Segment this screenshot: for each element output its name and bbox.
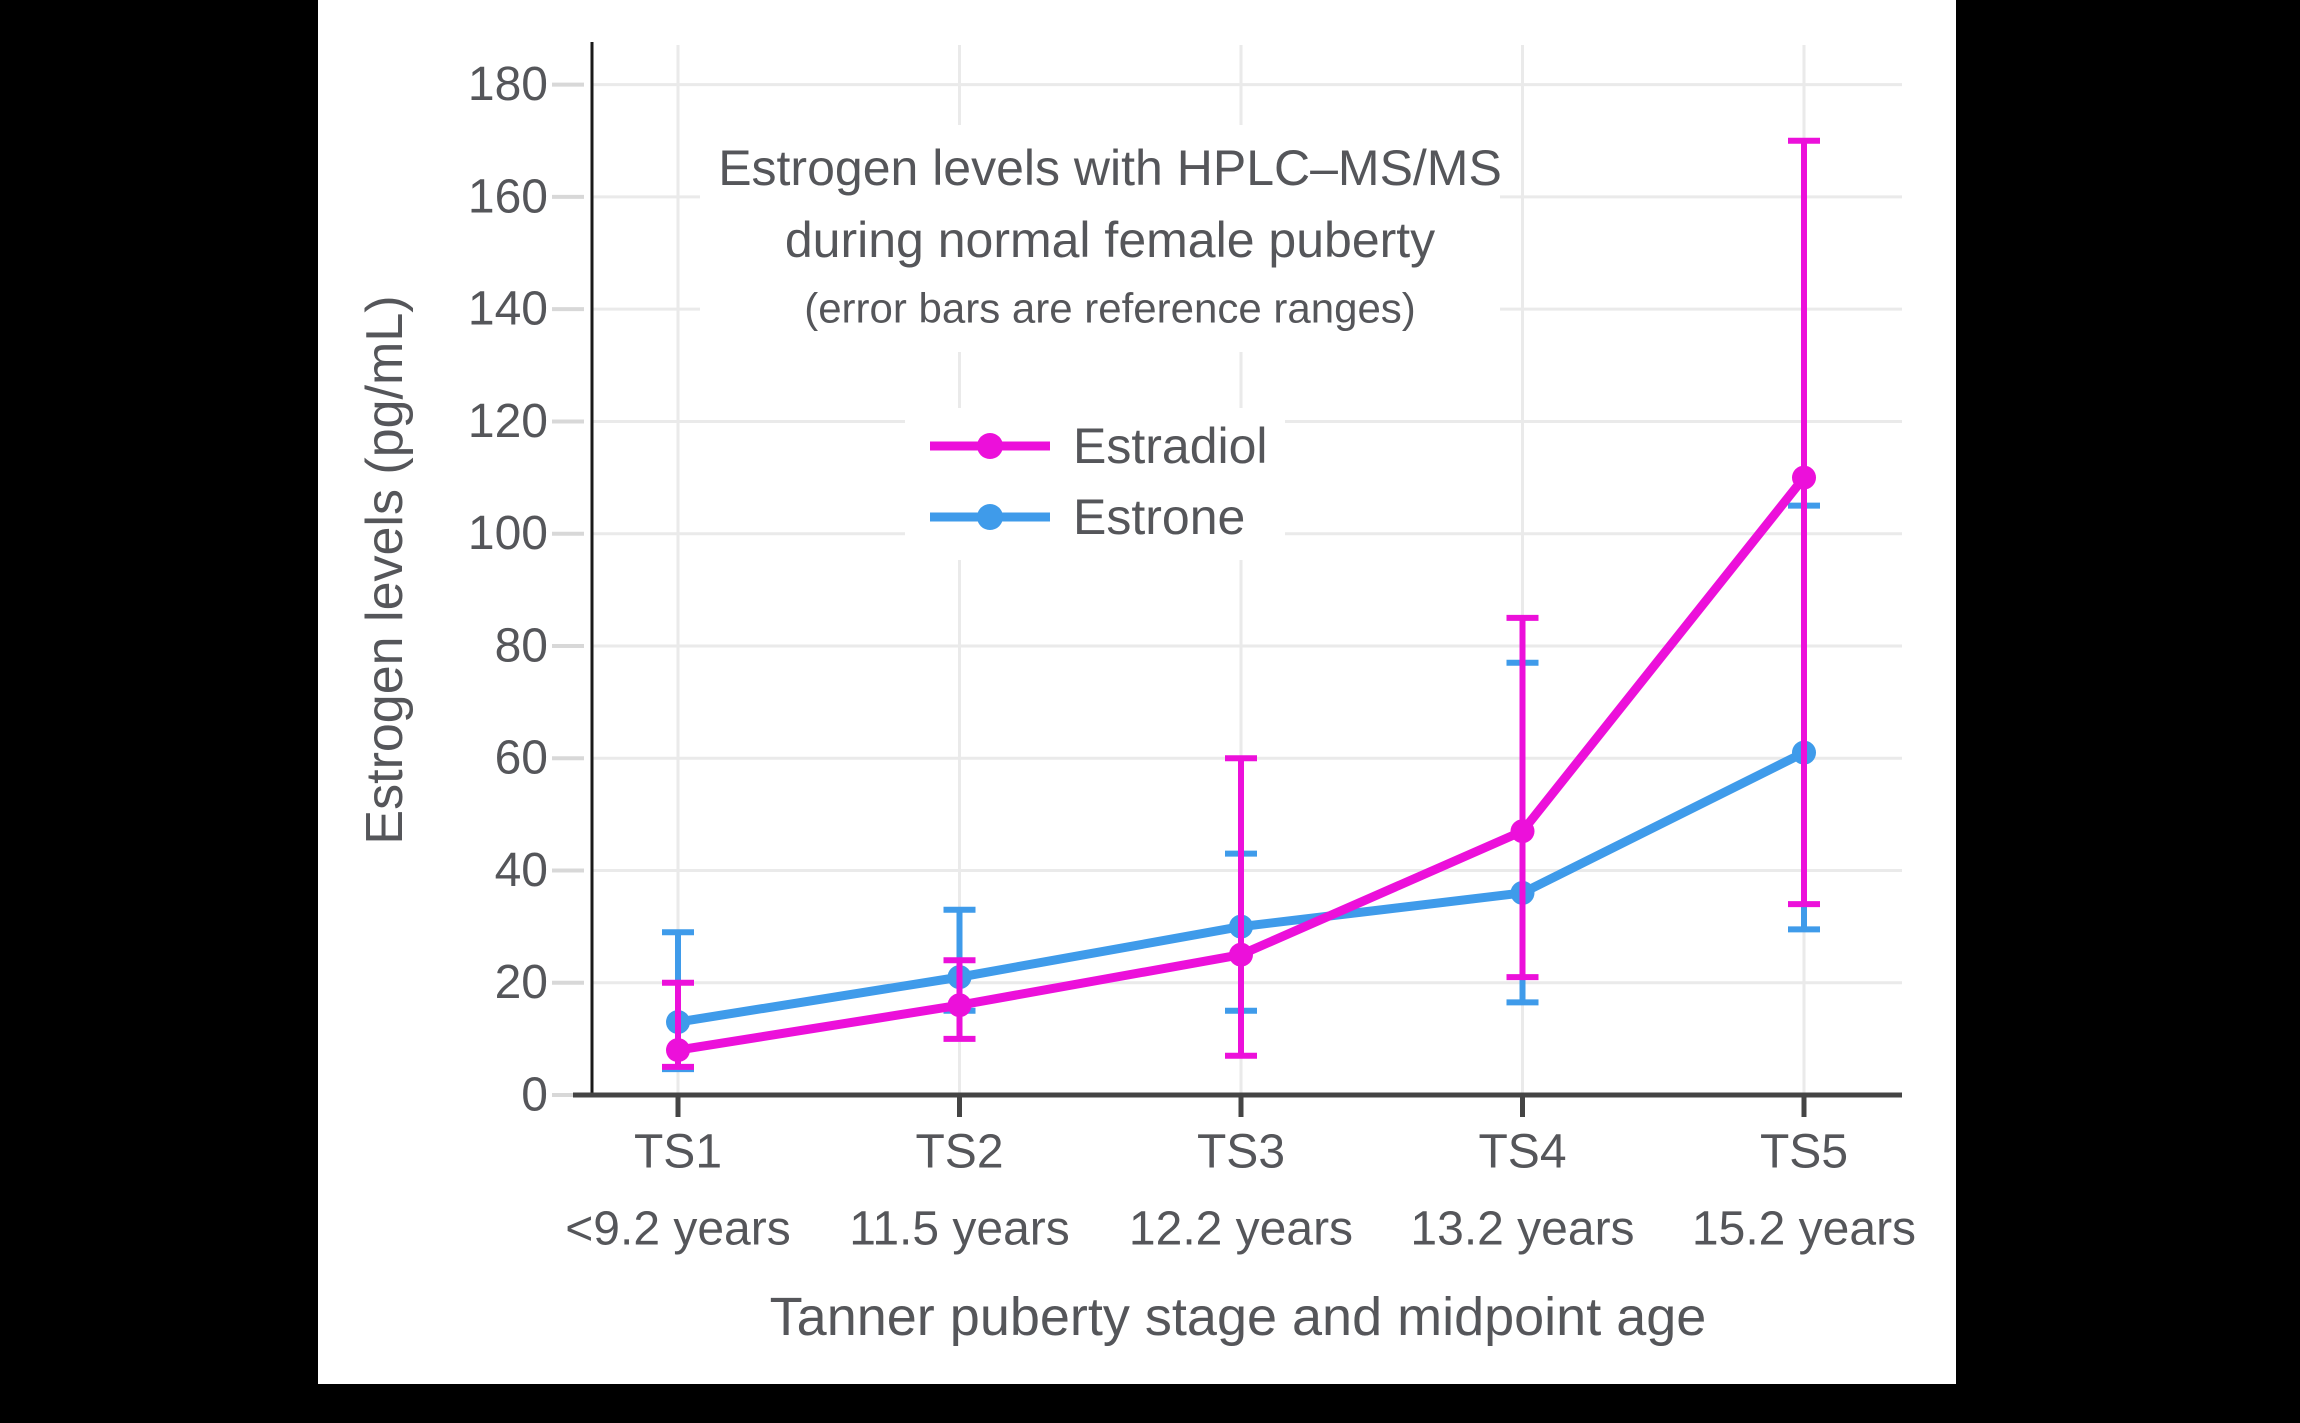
legend-item-estrone: Estrone: [930, 489, 1245, 545]
legend-item-estradiol: Estradiol: [930, 418, 1268, 474]
chart-titles: Estrogen levels with HPLC–MS/MS during n…: [718, 140, 1502, 332]
y-tick-label: 20: [495, 956, 548, 1009]
x-tick-label-age: 11.5 years: [849, 1203, 1070, 1256]
y-tick-label: 40: [495, 844, 548, 897]
x-tick-label-age: 13.2 years: [1410, 1203, 1634, 1256]
legend-label-estradiol: Estradiol: [1073, 418, 1268, 474]
legend: Estradiol Estrone: [930, 418, 1268, 545]
data-point-marker: [1229, 942, 1253, 967]
x-tick-label-stage: TS4: [1478, 1126, 1566, 1179]
x-tick-label-age: 15.2 years: [1692, 1203, 1916, 1256]
chart-subtitle: (error bars are reference ranges): [804, 285, 1416, 332]
y-axis-title: Estrogen levels (pg/mL): [356, 295, 414, 844]
chart-title-line1: Estrogen levels with HPLC–MS/MS: [718, 140, 1502, 196]
data-point-marker: [947, 993, 972, 1018]
y-tick-label: 120: [468, 395, 548, 448]
x-tick-label-age: 12.2 years: [1129, 1203, 1353, 1256]
y-tick-label: 60: [495, 732, 548, 785]
data-point-marker: [1510, 819, 1535, 844]
x-axis-title: Tanner puberty stage and midpoint age: [770, 1287, 1707, 1347]
y-tick-label: 180: [468, 58, 548, 111]
axes-layer: [552, 42, 1902, 1117]
series-estradiol: [662, 137, 1820, 1070]
legend-marker-estradiol: [977, 433, 1003, 459]
x-tick-label-stage: TS3: [1197, 1126, 1285, 1179]
y-tick-label: 160: [468, 170, 548, 223]
x-tick-label-age: <9.2 years: [565, 1203, 790, 1256]
x-tick-label-stage: TS2: [915, 1126, 1003, 1179]
legend-marker-estrone: [977, 504, 1003, 530]
tick-labels-layer: 0 20 40 60 80 100 120 140 160 180 TS1 <9.2 years TS2…: [468, 58, 1916, 1255]
y-tick-label: 0: [521, 1069, 548, 1122]
legend-background-mask: [905, 408, 1285, 560]
data-point-marker: [1792, 465, 1816, 490]
legend-label-estrone: Estrone: [1073, 489, 1245, 545]
x-tick-label-stage: TS1: [634, 1126, 722, 1179]
data-point-marker: [666, 1038, 690, 1063]
y-tick-label: 100: [468, 507, 548, 560]
text-background-masks: [700, 125, 1500, 560]
x-tick-label-stage: TS5: [1760, 1126, 1848, 1179]
y-tick-label: 80: [495, 619, 548, 672]
y-tick-label: 140: [468, 283, 548, 336]
chart-title-line2: during normal female puberty: [785, 212, 1435, 268]
title-background-mask: [700, 125, 1500, 352]
data-series-layer: [662, 137, 1820, 1073]
